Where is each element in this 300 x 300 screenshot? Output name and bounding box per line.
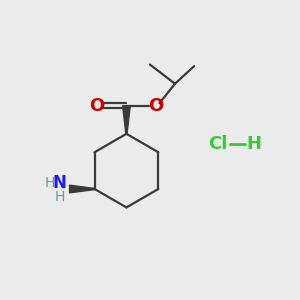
Polygon shape (70, 185, 94, 193)
Text: H: H (246, 135, 261, 153)
Text: H: H (55, 190, 65, 204)
Text: H: H (45, 176, 55, 190)
Text: N: N (53, 174, 67, 192)
Text: O: O (89, 97, 105, 115)
Text: Cl: Cl (208, 135, 227, 153)
Text: O: O (148, 97, 164, 115)
Polygon shape (123, 106, 130, 134)
